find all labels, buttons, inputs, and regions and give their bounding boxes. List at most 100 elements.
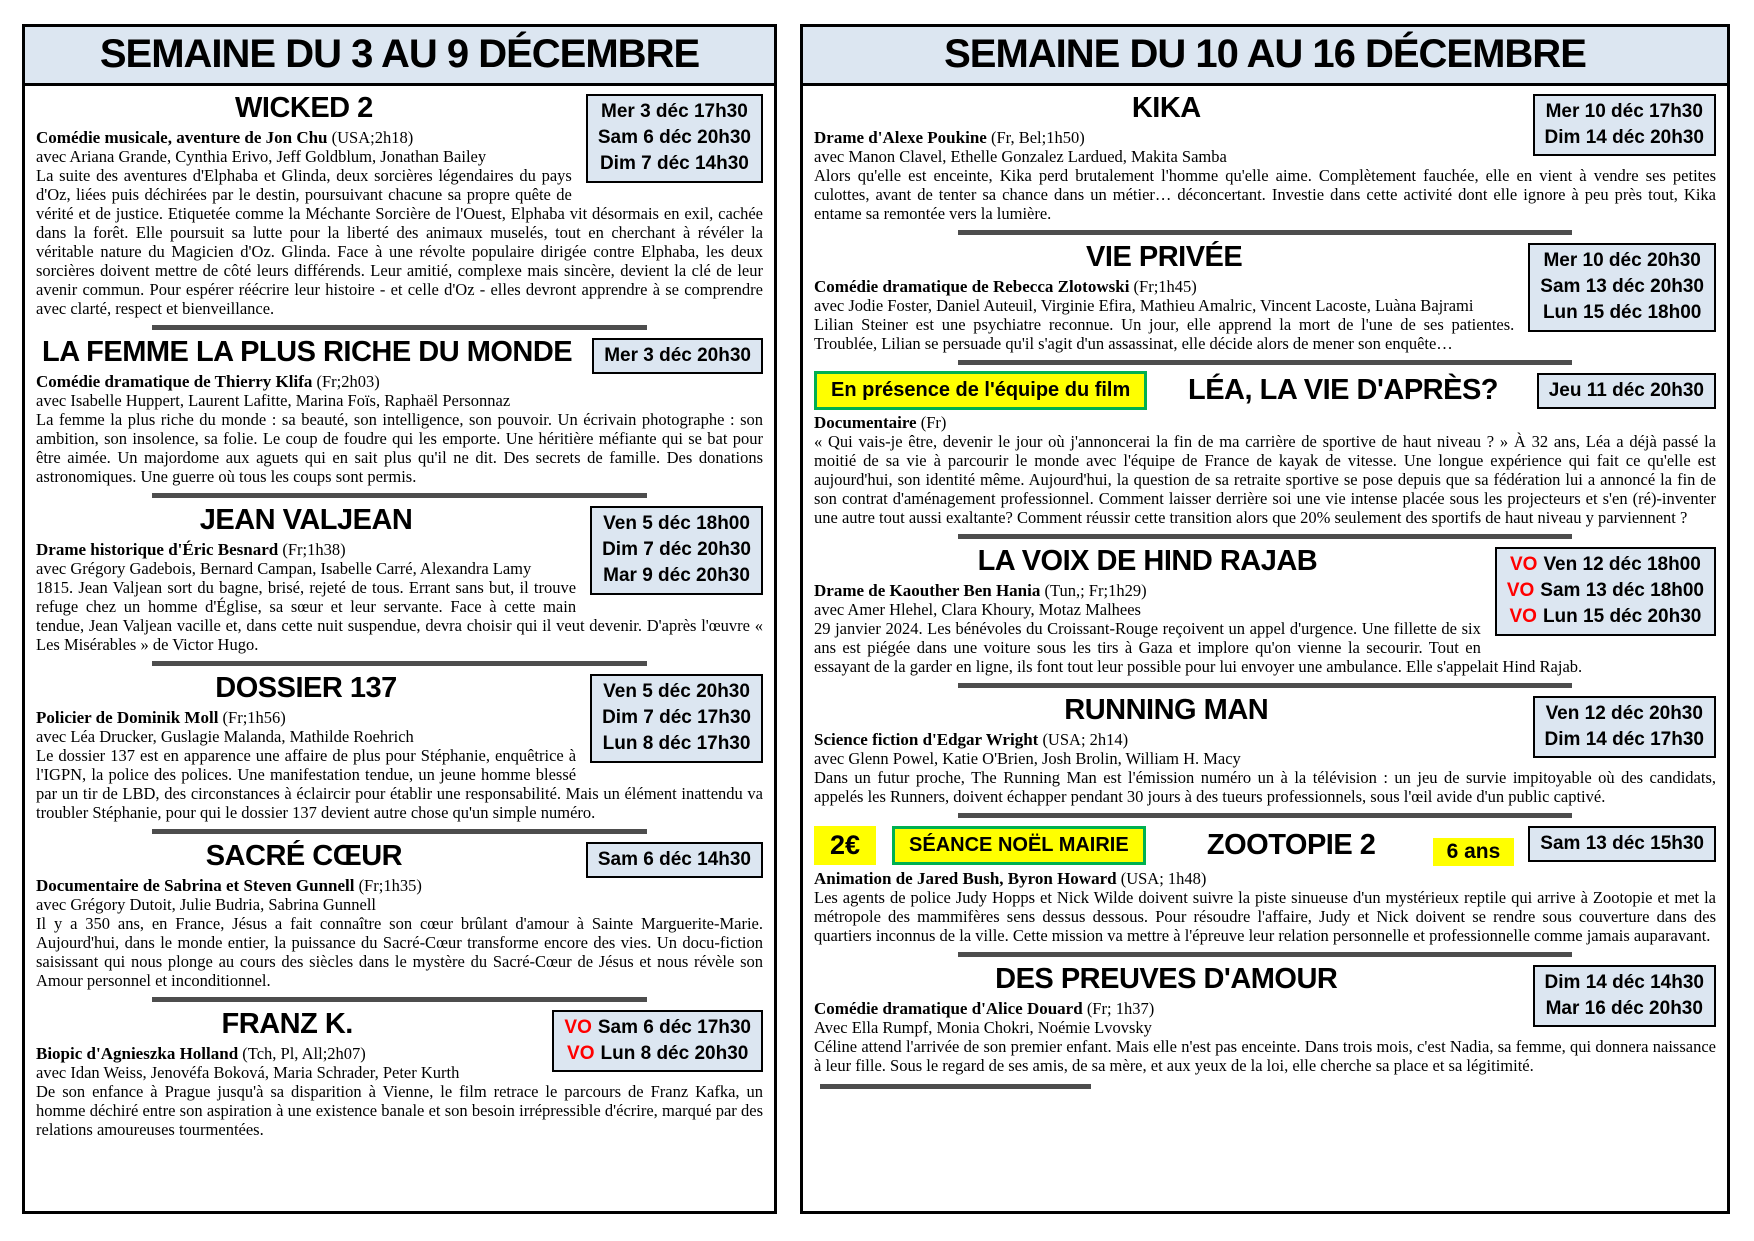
film-title: LA VOIX DE HIND RAJAB	[977, 545, 1318, 577]
film-title: JEAN VALJEAN	[199, 504, 413, 536]
showtimes-box: Sam 13 déc 15h30	[1528, 826, 1716, 863]
showtime-label: Mer 3 déc 20h30	[604, 345, 751, 366]
film-details: (Tun,; Fr;1h29)	[1044, 581, 1147, 600]
film-entry: Mer 3 déc 17h30 Sam 6 déc 20h30 Dim 7 déc …	[36, 92, 763, 318]
vo-label: VO	[1506, 580, 1535, 602]
film-cast: Avec Ella Rumpf, Monia Chokri, Noémie Lv…	[814, 1018, 1152, 1037]
film-description: La femme la plus riche du monde : sa bea…	[36, 410, 763, 486]
showtime-label: Dim 7 déc 20h30	[602, 539, 751, 561]
film-description: « Qui vais-je être, devenir le jour où j…	[814, 432, 1716, 527]
film-description: 1815. Jean Valjean sort du bagne, brisé,…	[36, 578, 763, 654]
showtime: Mar 16 déc 20h30	[1545, 996, 1704, 1022]
separator	[152, 661, 647, 666]
showtime-label: Jeu 11 déc 20h30	[1548, 380, 1704, 401]
separator	[958, 952, 1572, 957]
film-entry: VO Sam 6 déc 17h30 VO Lun 8 déc 20h30 FRANZ …	[36, 1008, 763, 1139]
film-genre: Drame historique d'Éric Besnard (Fr;1h38…	[36, 540, 763, 559]
showtime: VO Sam 13 déc 18h00	[1507, 578, 1704, 604]
week1-film-list: Mer 3 déc 17h30 Sam 6 déc 20h30 Dim 7 déc …	[25, 86, 774, 1212]
highlight-badge: SÉANCE NOËL MAIRIE	[892, 825, 1146, 865]
showtime: Mer 10 déc 17h30	[1545, 99, 1704, 125]
film-genre: Biopic d'Agnieszka Holland (Tch, Pl, All…	[36, 1044, 763, 1063]
film-description: Céline attend l'arrivée de son premier e…	[814, 1037, 1716, 1075]
film-details: (Fr;1h38)	[282, 540, 346, 559]
film-details: (Fr;1h56)	[222, 708, 286, 727]
film-genre: Policier de Dominik Moll (Fr;1h56)	[36, 708, 763, 727]
film-entry: Mer 3 déc 20h30 LA FEMME LA PLUS RICHE DU…	[36, 336, 763, 486]
showtime-label: Sam 13 déc 20h30	[1540, 276, 1704, 298]
film-description: Il y a 350 ans, en France, Jésus a fait …	[36, 914, 763, 990]
film-genre: Documentaire de Sabrina et Steven Gunnel…	[36, 876, 763, 895]
film-description: 29 janvier 2024. Les bénévoles du Croiss…	[814, 619, 1583, 676]
showtime-label: Sam 6 déc 20h30	[597, 127, 751, 149]
film-title-row: DES PREUVES D'AMOUR	[814, 963, 1519, 996]
showtime-label: Lun 15 déc 18h00	[1542, 302, 1702, 324]
showtime: Ven 12 déc 20h30	[1545, 701, 1704, 727]
genre-name: Biopic d'Agnieszka Holland	[36, 1044, 239, 1063]
showtime-label: Ven 12 déc 20h30	[1545, 703, 1703, 724]
separator	[820, 1084, 1091, 1089]
film-title-row: VIE PRIVÉE	[814, 241, 1514, 274]
genre-name: Policier de Dominik Moll	[36, 708, 219, 727]
separator	[152, 829, 647, 834]
separator	[958, 360, 1572, 365]
film-description: Le dossier 137 est en apparence une affa…	[36, 746, 763, 822]
genre-name: Science fiction d'Edgar Wright	[814, 730, 1039, 749]
film-title: LÉA, LA VIE D'APRÈS?	[1187, 374, 1499, 406]
showtimes-box: Ven 5 déc 20h30 Dim 7 déc 17h30 Lun 8 déc …	[590, 674, 763, 763]
film-title: WICKED 2	[235, 92, 373, 124]
film-entry: Sam 13 déc 15h30 2€ SÉANCE NOËL MAIRIE ZOOT…	[814, 824, 1716, 945]
vo-label: VO	[1509, 554, 1538, 575]
showtimes-box: Mer 10 déc 17h30 Dim 14 déc 20h30	[1532, 94, 1716, 157]
film-entry: Jeu 11 déc 20h30 En présence de l'équipe …	[814, 371, 1716, 527]
vo-label: VO	[567, 1043, 595, 1065]
showtime-label: Lun 8 déc 17h30	[602, 733, 751, 755]
film-genre: Drame de Kaouther Ben Hania (Tun,; Fr;1h…	[814, 581, 1716, 600]
film-description: De son enfance à Prague jusqu'à sa dispa…	[36, 1082, 763, 1139]
film-cast: avec Amer Hlehel, Clara Khoury, Motaz Ma…	[814, 600, 1141, 619]
showtime-label: Sam 13 déc 15h30	[1540, 833, 1704, 854]
film-entry: Ven 5 déc 20h30 Dim 7 déc 17h30 Lun 8 déc …	[36, 672, 763, 822]
genre-name: Comédie dramatique de Rebecca Zlotowski	[814, 277, 1130, 296]
film-entry: Dim 14 déc 14h30 Mar 16 déc 20h30 DES PREU…	[814, 963, 1716, 1075]
week1-header: SEMAINE DU 3 AU 9 DÉCEMBRE	[25, 27, 774, 86]
showtime-label: Dim 7 déc 14h30	[599, 153, 749, 175]
showtimes-box: Ven 12 déc 20h30 Dim 14 déc 17h30	[1532, 696, 1716, 759]
film-genre: Comédie dramatique de Thierry Klifa (Fr;…	[36, 372, 763, 391]
showtime: Dim 7 déc 20h30	[602, 537, 751, 563]
film-genre: Comédie dramatique de Rebecca Zlotowski …	[814, 277, 1716, 296]
film-title: VIE PRIVÉE	[1086, 241, 1243, 273]
film-title-row: FRANZ K.	[36, 1008, 538, 1041]
film-title: SACRÉ CŒUR	[205, 840, 403, 872]
separator	[958, 683, 1572, 688]
price-badge: 2€	[814, 825, 877, 865]
showtimes-box: Mer 10 déc 20h30 Sam 13 déc 20h30 Lun 15 d…	[1528, 243, 1716, 332]
genre-name: Drame d'Alexe Poukine	[814, 128, 987, 147]
showtime-label: Sam 6 déc 14h30	[597, 849, 751, 870]
vo-label: VO	[1509, 606, 1537, 628]
showtime: VO Sam 6 déc 17h30	[564, 1015, 751, 1041]
genre-name: Drame de Kaouther Ben Hania	[814, 581, 1041, 600]
genre-name: Documentaire	[814, 413, 917, 432]
separator	[958, 534, 1572, 539]
showtime: Sam 6 déc 14h30	[598, 847, 751, 873]
film-description: Lilian Steiner est une psychiatre reconn…	[814, 315, 1515, 353]
showtimes-box: VO Ven 12 déc 18h00 VO Sam 13 déc 18h00 VO Lu…	[1494, 547, 1716, 636]
genre-name: Comédie musicale, aventure de Jon Chu	[36, 128, 328, 147]
showtime-label: Dim 14 déc 20h30	[1544, 127, 1704, 149]
film-title: DES PREUVES D'AMOUR	[995, 963, 1338, 995]
showtime: Mer 3 déc 20h30	[604, 343, 751, 369]
film-entry: VO Ven 12 déc 18h00 VO Sam 13 déc 18h00 VO Lu…	[814, 545, 1716, 676]
film-entry: Mer 10 déc 17h30 Dim 14 déc 20h30 KIKA Dram…	[814, 92, 1716, 223]
showtime: Jeu 11 déc 20h30	[1549, 378, 1704, 404]
film-cast: avec Manon Clavel, Ethelle Gonzalez Lard…	[814, 147, 1227, 166]
vo-label: VO	[564, 1017, 592, 1038]
film-cast: avec Ariana Grande, Cynthia Erivo, Jeff …	[36, 147, 487, 166]
film-genre: Science fiction d'Edgar Wright (USA; 2h1…	[814, 730, 1716, 749]
film-details: (Fr)	[920, 413, 947, 432]
showtime: Dim 7 déc 14h30	[598, 151, 751, 177]
film-title-row: JEAN VALJEAN	[36, 504, 576, 537]
week2-header: SEMAINE DU 10 AU 16 DÉCEMBRE	[803, 27, 1727, 86]
showtime-label: Ven 12 déc 18h00	[1543, 554, 1701, 575]
